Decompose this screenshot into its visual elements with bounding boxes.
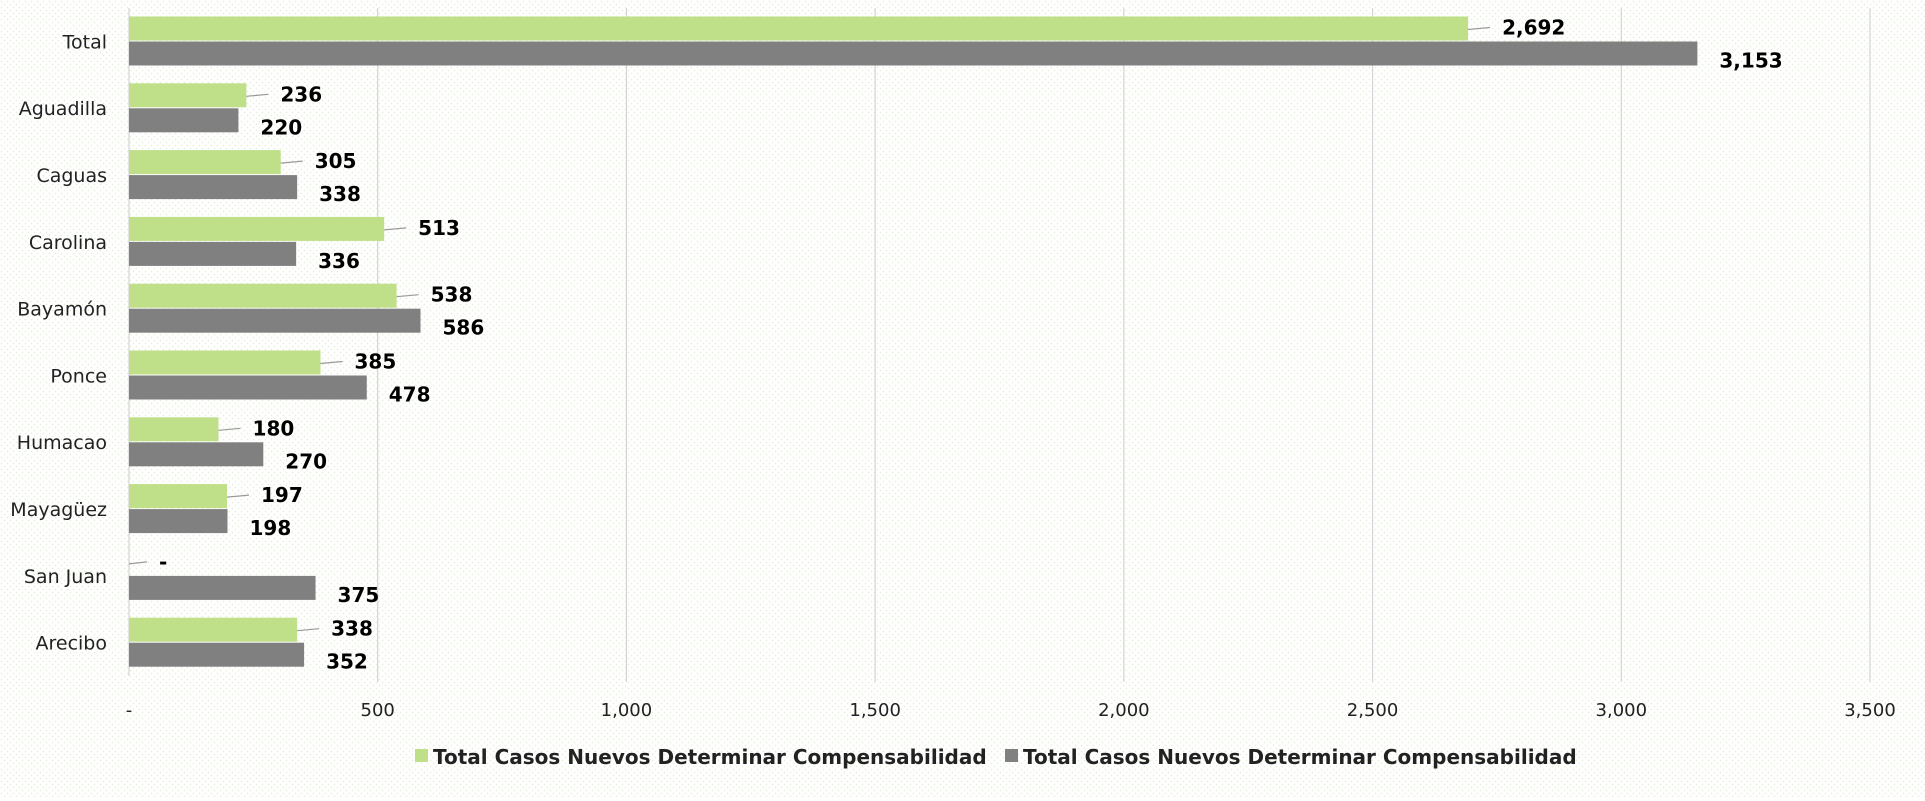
bar-series-2 <box>129 509 228 534</box>
category-label: Carolina <box>29 232 107 254</box>
data-label-series-2: 220 <box>260 115 302 139</box>
category-label: Total <box>62 31 107 53</box>
bar-series-1 <box>129 417 219 442</box>
x-tick-label: 2,500 <box>1347 700 1399 721</box>
x-tick-label: - <box>126 700 133 721</box>
bars <box>129 16 1698 667</box>
bar-series-2 <box>129 308 421 333</box>
legend-label-1: Total Casos Nuevos Determinar Compensabi… <box>433 745 987 769</box>
data-label-series-2: 586 <box>442 316 484 340</box>
bar-series-1 <box>129 16 1469 41</box>
category-label: Bayamón <box>17 299 107 321</box>
category-label: Arecibo <box>36 633 108 655</box>
data-label-series-1: 338 <box>331 617 373 641</box>
data-label-series-2: 3,153 <box>1719 49 1782 73</box>
data-label-series-1: 2,692 <box>1502 16 1565 40</box>
data-label-series-2: 375 <box>338 583 380 607</box>
data-label-series-1: 305 <box>315 149 357 173</box>
data-label-series-2: 198 <box>249 516 291 540</box>
bar-series-1 <box>129 83 247 108</box>
leader-line <box>384 227 407 231</box>
bar-series-2 <box>129 175 298 200</box>
category-label: Ponce <box>50 365 107 387</box>
leader-line <box>218 427 241 431</box>
data-label-series-2: 336 <box>318 249 360 273</box>
category-labels: Total Aguadilla Caguas Carolina Bayamón Ponce… <box>10 31 107 654</box>
data-label-series-1: 538 <box>431 283 473 307</box>
data-label-series-2: 352 <box>326 650 368 674</box>
leader-line <box>320 360 343 365</box>
leader-line <box>1468 26 1491 31</box>
data-label-series-2: 270 <box>285 449 327 473</box>
x-axis-ticks: - 500 1,000 1,500 2,000 2,500 3,000 3,500 <box>126 700 1896 721</box>
category-label: Humacao <box>17 432 107 454</box>
leader-line <box>396 294 419 298</box>
leader-line <box>297 628 320 632</box>
bar-series-1 <box>129 216 385 241</box>
leader-line <box>246 93 269 97</box>
x-tick-label: 2,000 <box>1098 700 1150 721</box>
data-label-series-1: 385 <box>355 350 397 374</box>
category-label: Caguas <box>36 165 107 187</box>
category-label: Mayagüez <box>10 499 107 521</box>
bar-series-1 <box>129 283 397 308</box>
data-label-series-1: 236 <box>280 82 322 106</box>
x-tick-label: 3,500 <box>1844 700 1896 721</box>
x-tick-label: 1,000 <box>601 700 653 721</box>
bar-series-2 <box>129 108 239 133</box>
bar-series-1 <box>129 484 227 509</box>
bar-series-1 <box>129 150 281 175</box>
data-label-series-1: 180 <box>253 416 295 440</box>
data-label-series-2: 338 <box>319 182 361 206</box>
x-tick-label: 3,000 <box>1596 700 1648 721</box>
category-label: San Juan <box>24 566 107 588</box>
bar-series-2 <box>129 41 1698 66</box>
leader-line <box>280 160 303 164</box>
data-label-series-2: 478 <box>389 383 431 407</box>
category-label: Aguadilla <box>19 98 107 120</box>
bar-series-2 <box>129 642 305 667</box>
leader-line <box>226 494 250 498</box>
bar-series-1 <box>129 350 321 375</box>
bar-series-2 <box>129 375 367 400</box>
legend-label-2: Total Casos Nuevos Determinar Compensabi… <box>1023 745 1577 769</box>
legend-swatch-1 <box>415 749 428 762</box>
legend: Total Casos Nuevos Determinar Compensabi… <box>415 745 1577 769</box>
x-tick-label: 1,500 <box>849 700 901 721</box>
x-tick-label: 500 <box>361 700 395 721</box>
data-label-series-1: 197 <box>261 483 303 507</box>
data-label-series-1: 513 <box>418 216 460 240</box>
leader-line <box>128 561 148 565</box>
data-label-series-1: - <box>159 550 167 574</box>
bar-series-1 <box>129 617 298 642</box>
bar-series-2 <box>129 241 297 266</box>
bar-series-2 <box>129 442 264 467</box>
legend-swatch-2 <box>1005 749 1018 762</box>
data-labels: 2,692 3,153 236 220 305 338 513 336 538 586 385 478… <box>128 16 1783 674</box>
bar-series-2 <box>129 575 316 600</box>
